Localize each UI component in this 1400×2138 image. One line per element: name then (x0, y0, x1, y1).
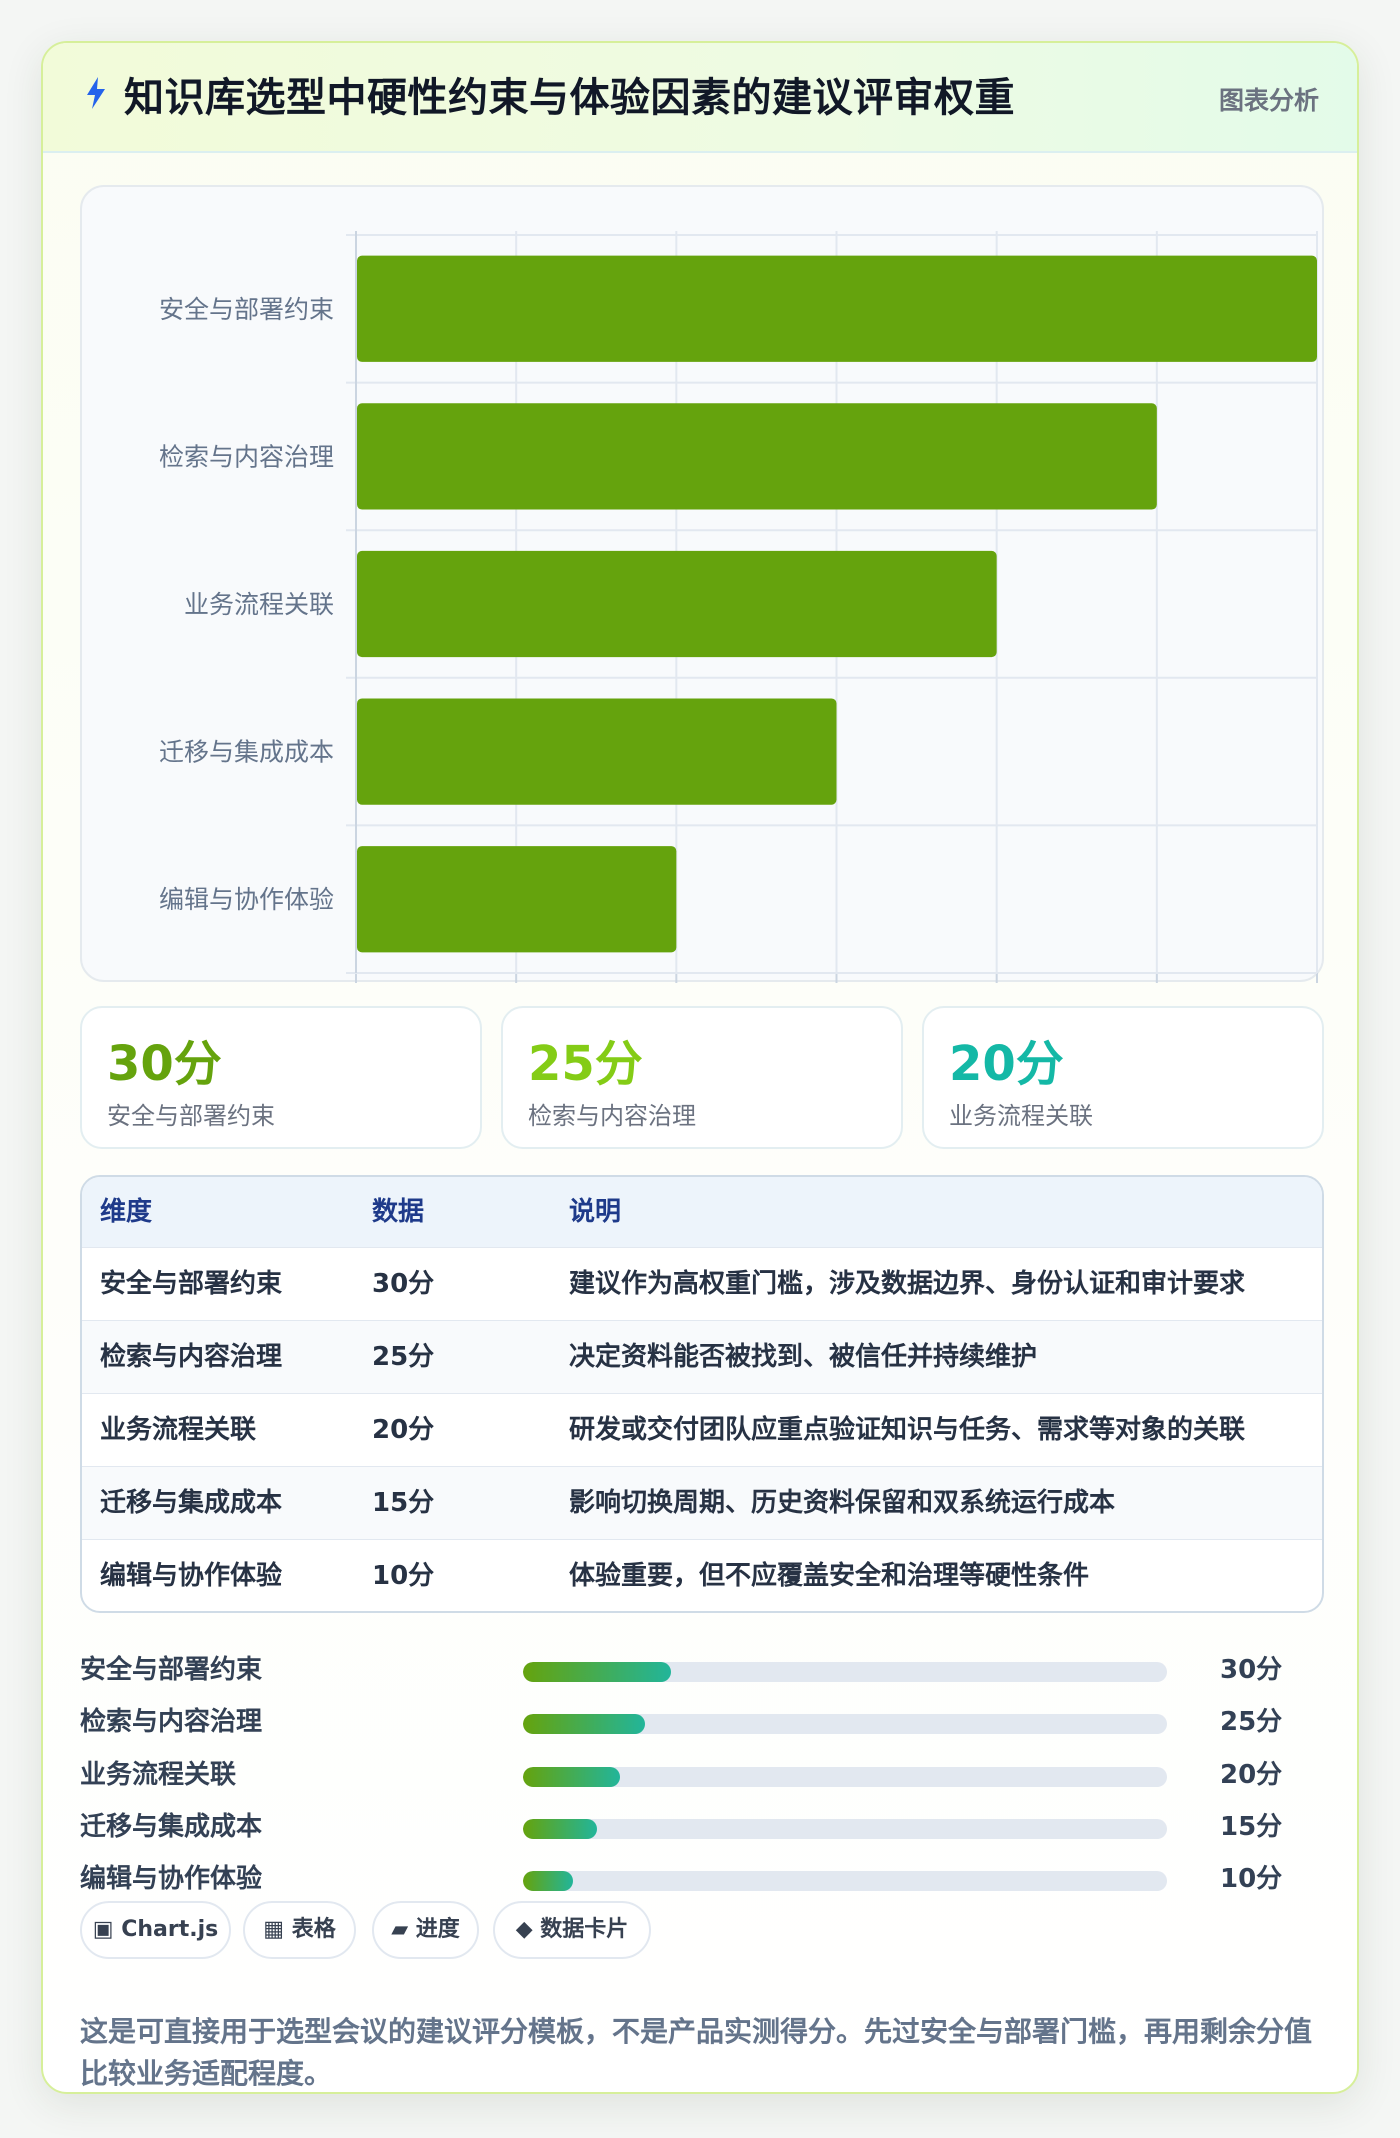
table-header: 维度 数据 说明 (82, 1177, 1322, 1248)
y-tick-label: 迁移与集成成本 (159, 738, 334, 767)
progress-value: 10分 (1220, 1864, 1283, 1894)
progress-row: 迁移与集成成本 15分 (80, 1802, 1324, 1848)
stat-value: 20分 (949, 1036, 1064, 1092)
table-row: 迁移与集成成本 15分 影响切换周期、历史资料保留和双系统运行成本 (82, 1466, 1322, 1540)
bar (357, 846, 677, 953)
bar-chart-svg: 051015202530安全与部署约束检索与内容治理业务流程关联迁移与集成成本编… (159, 231, 1318, 983)
progress-fill (523, 1871, 573, 1891)
stat-label: 检索与内容治理 (528, 1102, 696, 1130)
column-header: 说明 (569, 1197, 622, 1227)
chart-analysis-tag: 图表分析 (1218, 86, 1319, 115)
table-row: 检索与内容治理 25分 决定资料能否被找到、被信任并持续维护 (82, 1320, 1322, 1394)
column-header: 维度 (100, 1197, 153, 1227)
y-tick-label: 业务流程关联 (184, 590, 334, 619)
table-row: 编辑与协作体验 10分 体验重要，但不应覆盖安全和治理等硬性条件 (82, 1539, 1322, 1611)
table-cell: 影响切换周期、历史资料保留和双系统运行成本 (569, 1488, 1116, 1518)
diamond-icon-label: ◆ 数据卡片 (515, 1917, 629, 1942)
progress-value: 25分 (1220, 1707, 1283, 1737)
column-header: 数据 (372, 1197, 425, 1227)
stat-value: 25分 (528, 1036, 643, 1092)
weights-table: 维度 数据 说明 安全与部署约束 30分 建议作为高权重门槛，涉及数据边界、身份… (80, 1175, 1324, 1613)
progress-label: 编辑与协作体验 (80, 1864, 263, 1894)
progress-fill (523, 1714, 646, 1734)
table-row: 安全与部署约束 30分 建议作为高权重门槛，涉及数据边界、身份认证和审计要求 (82, 1247, 1322, 1321)
stat-card: 25分 检索与内容治理 (501, 1006, 903, 1149)
card-header: 知识库选型中硬性约束与体验因素的建议评审权重 图表分析 (43, 43, 1357, 153)
chart-icon-label: ▣ Chart.js (92, 1917, 219, 1942)
progress-track (523, 1662, 1167, 1682)
table-cell: 体验重要，但不应覆盖安全和治理等硬性条件 (569, 1561, 1090, 1591)
y-tick-label: 安全与部署约束 (159, 295, 334, 324)
chip-progress[interactable]: ▰ 进度 (372, 1901, 479, 1959)
table-cell: 研发或交付团队应重点验证知识与任务、需求等对象的关联 (569, 1415, 1246, 1445)
bar (357, 255, 1317, 362)
table-cell: 安全与部署约束 (100, 1269, 283, 1299)
table-cell: 15分 (372, 1488, 435, 1518)
progress-label: 业务流程关联 (80, 1760, 237, 1790)
table-icon-label: ▦ 表格 (263, 1917, 336, 1942)
progress-track (523, 1819, 1167, 1839)
table-cell: 检索与内容治理 (100, 1342, 283, 1372)
progress-label: 迁移与集成成本 (80, 1812, 263, 1842)
progress-row: 编辑与协作体验 10分 (80, 1854, 1324, 1900)
stat-card: 30分 安全与部署约束 (80, 1006, 482, 1149)
table-cell: 20分 (372, 1415, 435, 1445)
table-cell: 30分 (372, 1269, 435, 1299)
stat-value: 30分 (107, 1036, 222, 1092)
progress-fill (523, 1767, 620, 1787)
bar (357, 550, 997, 658)
progress-label: 安全与部署约束 (80, 1655, 263, 1685)
stat-label: 安全与部署约束 (107, 1102, 275, 1130)
stat-card: 20分 业务流程关联 (922, 1006, 1324, 1149)
progress-icon-label: ▰ 进度 (391, 1917, 460, 1942)
table-cell: 25分 (372, 1342, 435, 1372)
progress-value: 15分 (1220, 1812, 1283, 1842)
stat-label: 业务流程关联 (949, 1102, 1093, 1130)
progress-value: 20分 (1220, 1760, 1283, 1790)
lightning-icon (87, 77, 105, 109)
progress-track (523, 1767, 1167, 1787)
progress-fill (523, 1819, 598, 1839)
table-cell: 建议作为高权重门槛，涉及数据边界、身份认证和审计要求 (569, 1269, 1246, 1299)
progress-track (523, 1871, 1167, 1891)
progress-value: 30分 (1220, 1655, 1283, 1685)
progress-row: 业务流程关联 20分 (80, 1750, 1324, 1796)
progress-track (523, 1714, 1167, 1734)
footnote: 这是可直接用于选型会议的建议评分模板，不是产品实测得分。先过安全与部署门槛，再用… (80, 2015, 1313, 2090)
bar-chart: 051015202530安全与部署约束检索与内容治理业务流程关联迁移与集成成本编… (80, 185, 1324, 983)
table-cell: 编辑与协作体验 (100, 1561, 283, 1591)
page-title: 知识库选型中硬性约束与体验因素的建议评审权重 (124, 75, 1015, 121)
y-tick-label: 检索与内容治理 (159, 442, 334, 471)
progress-fill (523, 1662, 672, 1682)
bar (357, 698, 837, 805)
y-tick-label: 编辑与协作体验 (159, 885, 334, 914)
table-cell: 业务流程关联 (100, 1415, 257, 1445)
progress-row: 安全与部署约束 30分 (80, 1645, 1324, 1691)
table-row: 业务流程关联 20分 研发或交付团队应重点验证知识与任务、需求等对象的关联 (82, 1393, 1322, 1467)
table-cell: 10分 (372, 1561, 435, 1591)
table-cell: 决定资料能否被找到、被信任并持续维护 (569, 1342, 1038, 1372)
progress-label: 检索与内容治理 (80, 1707, 263, 1737)
chip-chartjs[interactable]: ▣ Chart.js (80, 1901, 231, 1959)
chip-table[interactable]: ▦ 表格 (243, 1901, 356, 1959)
progress-row: 检索与内容治理 25分 (80, 1697, 1324, 1743)
bar (357, 403, 1157, 510)
chip-data-cards[interactable]: ◆ 数据卡片 (493, 1901, 651, 1959)
table-cell: 迁移与集成成本 (100, 1488, 283, 1518)
report-card: 知识库选型中硬性约束与体验因素的建议评审权重 图表分析 051015202530… (41, 41, 1359, 2094)
